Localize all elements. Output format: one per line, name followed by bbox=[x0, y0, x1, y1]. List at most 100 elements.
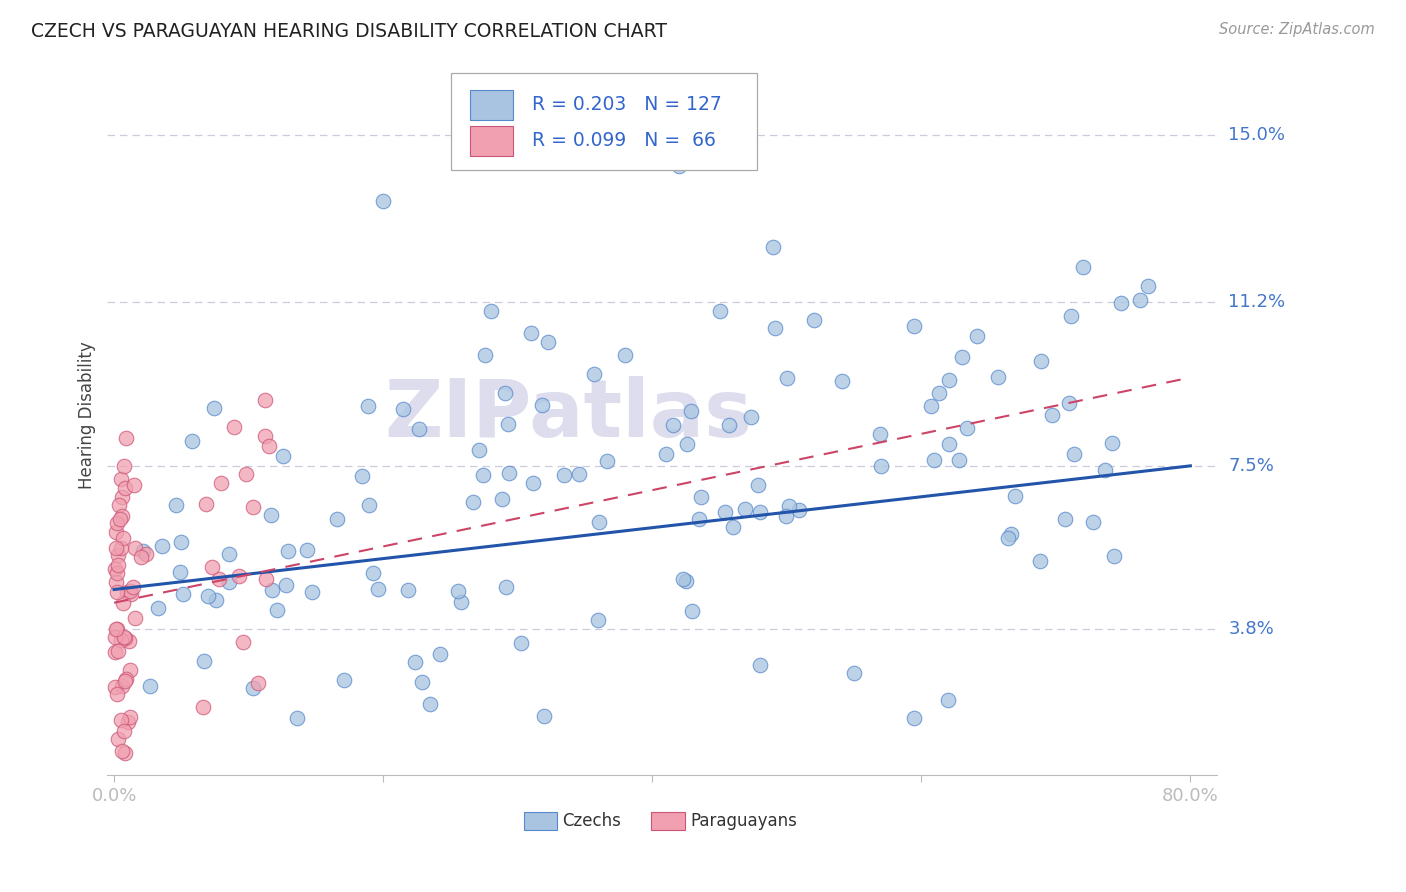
Point bbox=[537, 334, 560, 349]
Point bbox=[472, 467, 495, 482]
FancyBboxPatch shape bbox=[471, 126, 513, 156]
Point bbox=[679, 404, 702, 418]
Point bbox=[209, 476, 232, 491]
Point bbox=[936, 693, 959, 707]
Point bbox=[928, 386, 950, 401]
Point bbox=[574, 136, 596, 151]
Point bbox=[1094, 463, 1116, 477]
Point bbox=[530, 398, 553, 412]
Point bbox=[105, 622, 128, 636]
Text: Paraguayans: Paraguayans bbox=[690, 812, 797, 830]
Point bbox=[1054, 512, 1077, 526]
Point bbox=[709, 304, 731, 318]
Point bbox=[259, 508, 281, 522]
Point bbox=[869, 427, 891, 442]
Point bbox=[568, 467, 591, 482]
Point bbox=[392, 401, 415, 416]
FancyBboxPatch shape bbox=[451, 73, 756, 170]
Point bbox=[118, 634, 141, 648]
Point bbox=[107, 558, 129, 573]
Point bbox=[111, 679, 134, 693]
Point bbox=[1102, 549, 1125, 563]
Point bbox=[254, 429, 277, 443]
Point bbox=[132, 544, 155, 558]
Point bbox=[740, 410, 762, 425]
Point bbox=[761, 240, 783, 254]
Point bbox=[285, 710, 308, 724]
Point bbox=[675, 574, 697, 588]
Point bbox=[734, 502, 756, 516]
Point bbox=[172, 587, 194, 601]
Point bbox=[447, 584, 470, 599]
Point bbox=[1060, 310, 1083, 324]
Point bbox=[938, 373, 960, 387]
Point bbox=[714, 505, 737, 519]
Point bbox=[582, 367, 605, 381]
Point bbox=[352, 469, 374, 483]
Point bbox=[112, 724, 135, 739]
Point bbox=[202, 401, 225, 415]
Point bbox=[111, 744, 134, 758]
Point bbox=[672, 572, 695, 586]
Point bbox=[193, 654, 215, 668]
Point bbox=[396, 582, 419, 597]
Point bbox=[588, 515, 610, 529]
Point bbox=[763, 320, 786, 334]
Point bbox=[1031, 354, 1053, 368]
Text: CZECH VS PARAGUAYAN HEARING DISABILITY CORRELATION CHART: CZECH VS PARAGUAYAN HEARING DISABILITY C… bbox=[31, 22, 666, 41]
Point bbox=[104, 562, 127, 576]
Point bbox=[180, 434, 202, 448]
Point bbox=[262, 582, 284, 597]
Point bbox=[1129, 293, 1152, 307]
Point bbox=[408, 422, 430, 436]
Point bbox=[115, 672, 138, 686]
Point bbox=[110, 508, 132, 523]
Point bbox=[404, 655, 426, 669]
Text: 3.8%: 3.8% bbox=[1229, 620, 1274, 639]
Point bbox=[115, 584, 138, 599]
FancyBboxPatch shape bbox=[523, 813, 557, 830]
Text: 11.2%: 11.2% bbox=[1229, 293, 1285, 311]
Point bbox=[748, 505, 770, 519]
Point bbox=[135, 547, 157, 561]
Point bbox=[1083, 515, 1105, 529]
Point bbox=[246, 676, 269, 690]
Point bbox=[903, 318, 925, 333]
Point bbox=[419, 697, 441, 711]
Point bbox=[104, 680, 127, 694]
Point bbox=[463, 495, 485, 509]
Point bbox=[301, 584, 323, 599]
Point bbox=[117, 714, 139, 729]
Point bbox=[218, 575, 240, 590]
Point bbox=[242, 500, 264, 514]
Point bbox=[114, 481, 136, 495]
Point bbox=[373, 194, 395, 208]
Point bbox=[690, 491, 713, 505]
Point bbox=[120, 587, 142, 601]
Point bbox=[655, 447, 678, 461]
Text: R = 0.099   N =  66: R = 0.099 N = 66 bbox=[533, 131, 717, 150]
Point bbox=[1136, 279, 1159, 293]
Point bbox=[948, 452, 970, 467]
Point bbox=[776, 370, 799, 384]
Point bbox=[207, 573, 229, 587]
Point bbox=[124, 611, 146, 625]
Point bbox=[1109, 296, 1132, 310]
Point bbox=[522, 475, 544, 490]
Point bbox=[295, 543, 318, 558]
Point bbox=[169, 565, 191, 579]
Point bbox=[681, 604, 703, 618]
Point bbox=[110, 541, 132, 555]
Point bbox=[718, 417, 741, 432]
Point bbox=[105, 622, 128, 636]
Point bbox=[1101, 435, 1123, 450]
Text: ZIPatlas: ZIPatlas bbox=[384, 376, 752, 454]
Text: 7.5%: 7.5% bbox=[1229, 457, 1274, 475]
Point bbox=[197, 589, 219, 603]
Point bbox=[107, 687, 129, 701]
Point bbox=[218, 547, 240, 561]
Point bbox=[110, 472, 132, 486]
Point bbox=[922, 453, 945, 467]
Point bbox=[105, 566, 128, 581]
Point bbox=[662, 417, 685, 432]
